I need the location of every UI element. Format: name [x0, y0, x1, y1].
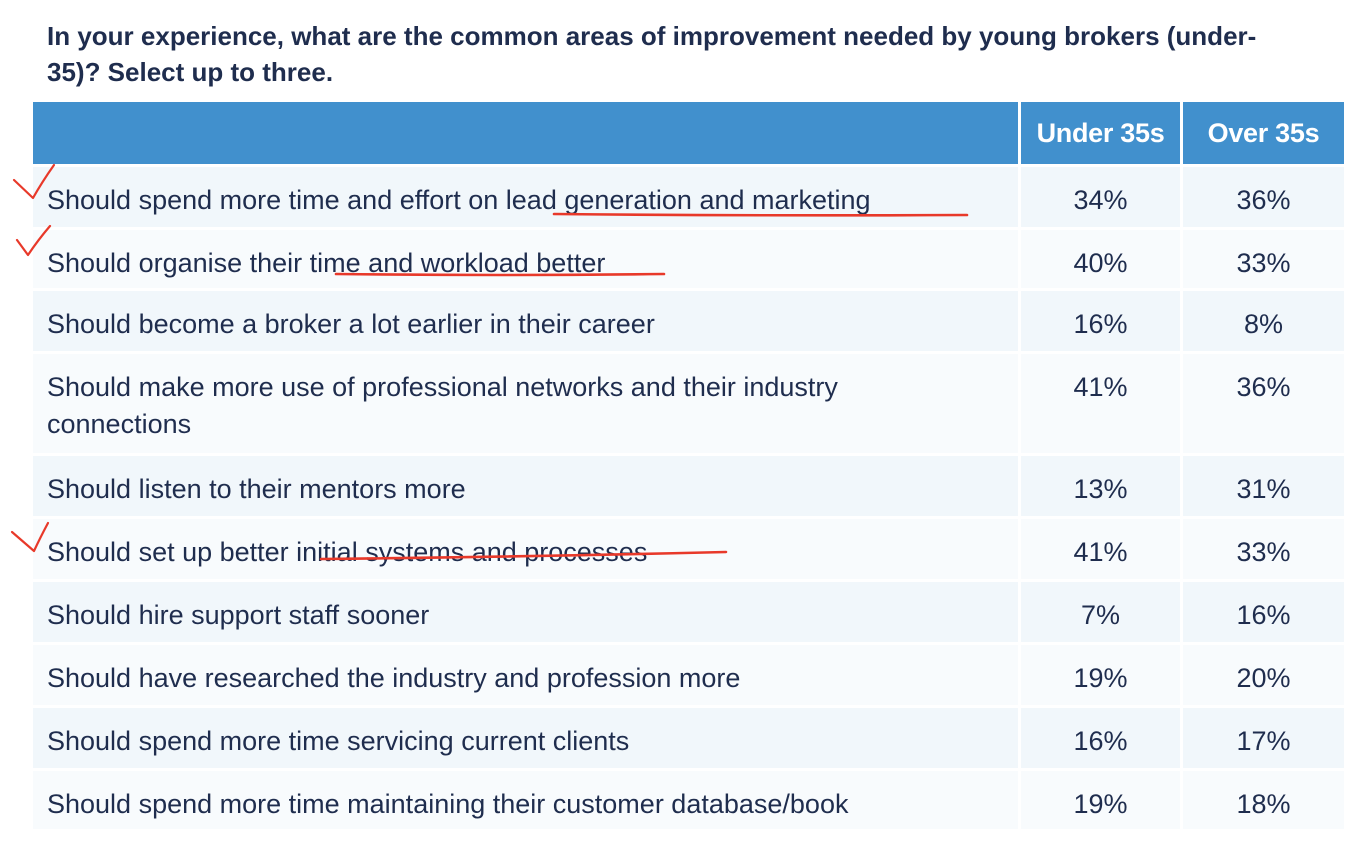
row-under35-value: 13% [1021, 456, 1183, 516]
row-over35-value: 8% [1183, 291, 1344, 351]
row-label: Should make more use of professional net… [33, 354, 1021, 453]
row-over35-value: 36% [1183, 167, 1344, 227]
row-over35-value: 33% [1183, 519, 1344, 579]
table-row: Should spend more time servicing current… [33, 708, 1344, 771]
row-under35-value: 19% [1021, 645, 1183, 705]
row-over35-value: 16% [1183, 582, 1344, 642]
table-header: Under 35s Over 35s [33, 102, 1344, 167]
table-row: Should spend more time maintaining their… [33, 771, 1344, 829]
row-under35-value: 40% [1021, 230, 1183, 288]
row-over35-value: 31% [1183, 456, 1344, 516]
row-label: Should spend more time servicing current… [33, 708, 1021, 768]
table-row: Should hire support staff sooner 7% 16% [33, 582, 1344, 645]
row-under35-value: 16% [1021, 708, 1183, 768]
question-text: In your experience, what are the common … [47, 21, 1257, 87]
row-label: Should hire support staff sooner [33, 582, 1021, 642]
table-row: Should listen to their mentors more 13% … [33, 456, 1344, 519]
table-row: Should organise their time and workload … [33, 230, 1344, 291]
row-under35-value: 7% [1021, 582, 1183, 642]
row-over35-value: 18% [1183, 771, 1344, 829]
row-label: Should have researched the industry and … [33, 645, 1021, 705]
table-row: Should have researched the industry and … [33, 645, 1344, 708]
row-label: Should organise their time and workload … [33, 230, 1021, 288]
row-label: Should spend more time maintaining their… [33, 771, 1021, 829]
row-label: Should spend more time and effort on lea… [33, 167, 1021, 227]
row-under35-value: 34% [1021, 167, 1183, 227]
row-under35-value: 19% [1021, 771, 1183, 829]
results-table: Under 35s Over 35s Should spend more tim… [33, 102, 1344, 829]
row-over35-value: 36% [1183, 354, 1344, 453]
row-over35-value: 20% [1183, 645, 1344, 705]
table-row: Should make more use of professional net… [33, 354, 1344, 456]
header-over-35s: Over 35s [1183, 102, 1344, 164]
row-under35-value: 41% [1021, 519, 1183, 579]
header-label-column [33, 102, 1021, 164]
row-label: Should listen to their mentors more [33, 456, 1021, 516]
table-row: Should set up better initial systems and… [33, 519, 1344, 582]
table-row: Should become a broker a lot earlier in … [33, 291, 1344, 354]
row-label: Should become a broker a lot earlier in … [33, 291, 1021, 351]
row-under35-value: 16% [1021, 291, 1183, 351]
row-under35-value: 41% [1021, 354, 1183, 453]
row-label: Should set up better initial systems and… [33, 519, 1021, 579]
row-over35-value: 33% [1183, 230, 1344, 288]
header-under-35s: Under 35s [1021, 102, 1183, 164]
row-over35-value: 17% [1183, 708, 1344, 768]
table-row: Should spend more time and effort on lea… [33, 167, 1344, 230]
